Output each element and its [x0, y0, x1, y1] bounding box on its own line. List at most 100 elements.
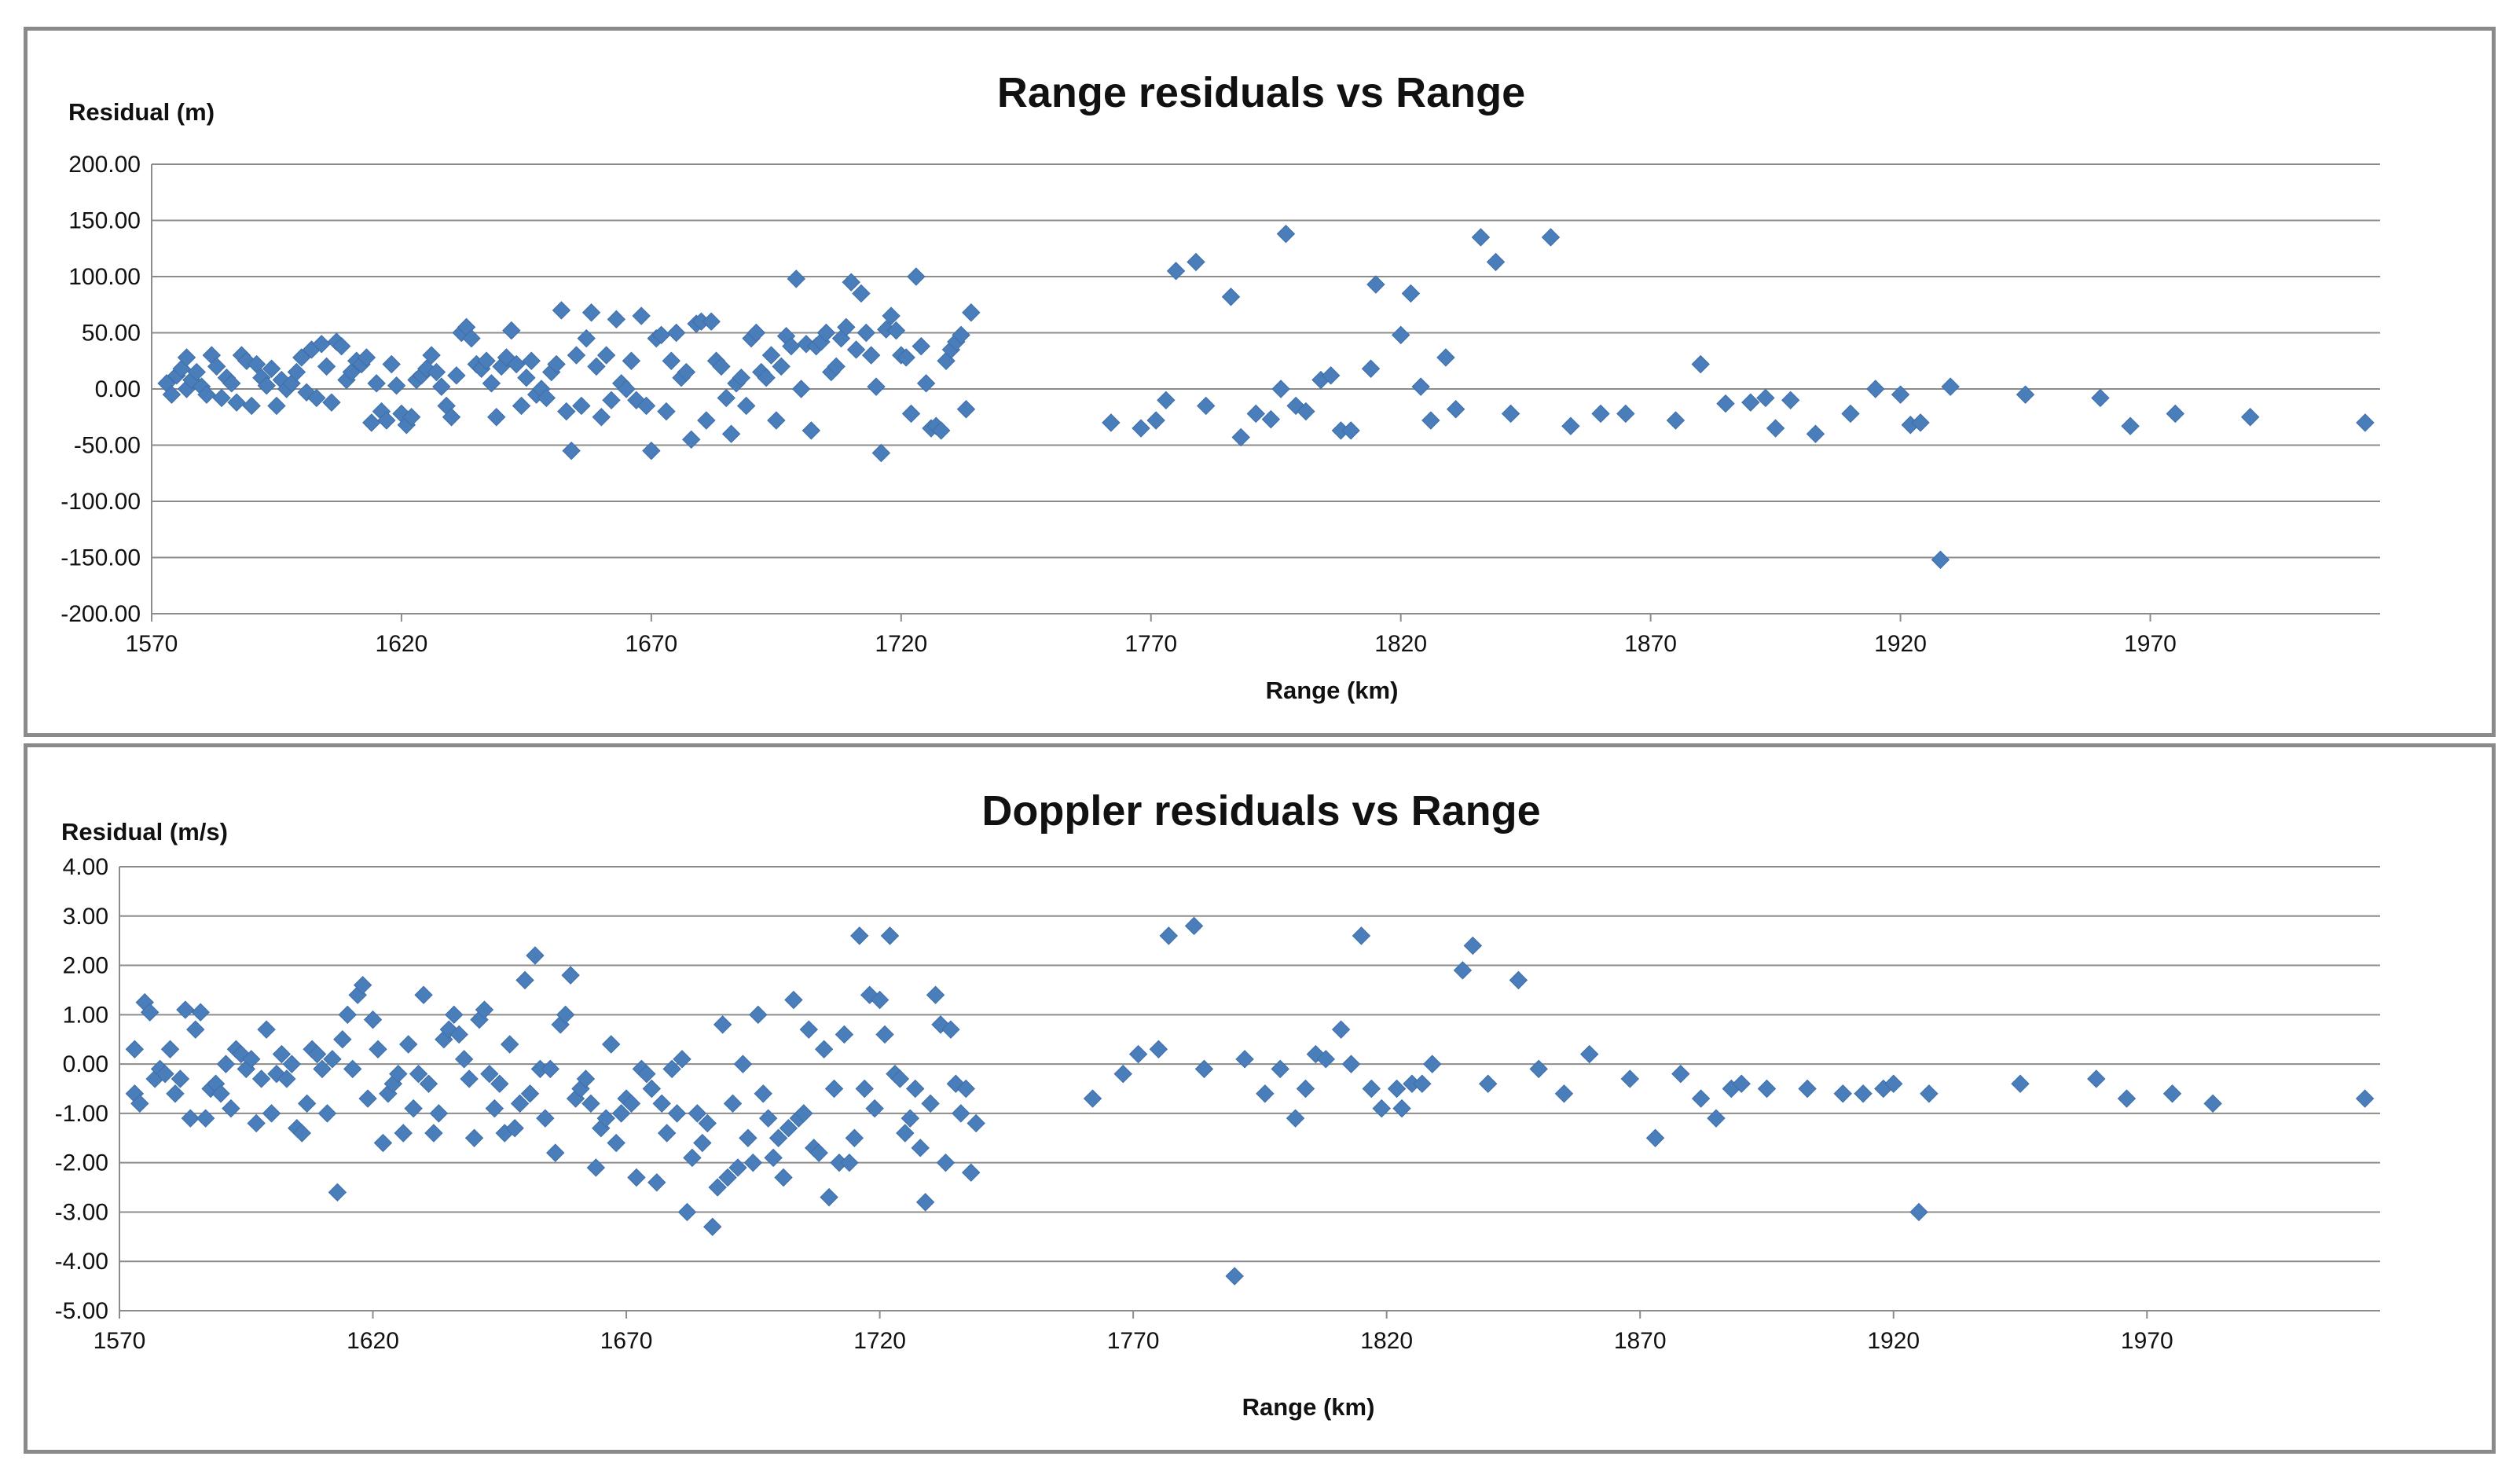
data-point	[717, 388, 735, 408]
y-tick-label: 0.00	[63, 1051, 108, 1077]
data-point	[1321, 366, 1341, 385]
x-tick-label: 1720	[853, 1328, 906, 1354]
data-point	[398, 1035, 418, 1054]
data-point	[907, 267, 926, 286]
data-point	[1579, 1044, 1599, 1064]
data-point	[647, 1173, 666, 1192]
data-point	[2240, 408, 2260, 427]
data-point	[247, 354, 266, 374]
data-point	[211, 1084, 230, 1103]
data-point	[723, 1094, 743, 1113]
range-residuals-chart-panel: Range residuals vs Range Residual (m) Ra…	[24, 27, 2496, 737]
data-point	[1486, 252, 1506, 272]
data-point	[242, 1050, 261, 1069]
data-point	[732, 368, 751, 387]
x-tick-label: 1870	[1614, 1328, 1667, 1354]
data-point	[197, 385, 216, 404]
data-point	[1707, 1109, 1726, 1128]
data-point	[1666, 411, 1686, 430]
data-point	[916, 374, 936, 393]
data-point	[768, 1128, 788, 1147]
data-point	[651, 325, 671, 345]
data-point	[1554, 1084, 1574, 1103]
data-point	[827, 357, 846, 376]
data-point	[952, 325, 970, 345]
data-point	[852, 284, 871, 303]
data-point	[442, 408, 461, 427]
data-point	[1463, 936, 1483, 956]
data-point	[667, 1104, 687, 1123]
data-point	[739, 1128, 757, 1147]
data-point	[1316, 1050, 1335, 1069]
data-point	[1331, 1020, 1351, 1039]
data-point	[414, 985, 433, 1004]
chart-title: Range residuals vs Range	[997, 69, 1525, 116]
data-point	[2162, 1084, 2182, 1103]
range-residuals-chart: Range residuals vs Range Residual (m) Ra…	[61, 69, 2380, 704]
data-point	[901, 404, 921, 424]
data-point	[1157, 391, 1176, 410]
data-point	[814, 1040, 834, 1058]
data-point	[490, 1074, 509, 1093]
data-point	[936, 1153, 956, 1172]
data-point	[2166, 404, 2184, 424]
data-point	[257, 1020, 276, 1039]
data-point	[846, 340, 866, 359]
x-tick-label: 1620	[347, 1328, 399, 1354]
data-point	[754, 1084, 772, 1103]
x-tick-label: 1820	[1360, 1328, 1413, 1354]
data-point	[272, 1044, 292, 1064]
data-point	[576, 1069, 596, 1088]
data-point	[162, 385, 182, 404]
data-point	[602, 391, 621, 410]
data-point	[377, 411, 396, 430]
data-point	[1691, 1089, 1711, 1108]
data-point	[358, 1089, 377, 1108]
data-point	[1352, 926, 1371, 945]
data-point	[262, 1104, 281, 1123]
data-point	[728, 1158, 747, 1177]
data-point	[517, 368, 536, 387]
data-point	[1446, 400, 1465, 419]
data-point	[2016, 385, 2035, 404]
data-point	[363, 1010, 383, 1029]
data-point	[581, 1094, 600, 1113]
data-point	[449, 1025, 468, 1044]
data-point	[187, 362, 206, 382]
data-point	[1362, 1079, 1381, 1099]
data-point	[761, 346, 781, 365]
data-point	[552, 301, 571, 320]
data-point	[181, 1109, 200, 1128]
data-point	[1561, 416, 1580, 435]
data-point	[1366, 275, 1385, 294]
data-point	[1146, 411, 1165, 430]
y-tick-label: -1.00	[55, 1101, 108, 1127]
data-point	[502, 321, 521, 340]
data-point	[227, 393, 246, 412]
data-point	[1616, 404, 1635, 424]
data-point	[242, 396, 261, 416]
data-point	[586, 1158, 606, 1177]
data-point	[632, 306, 651, 325]
data-point	[1766, 419, 1785, 438]
data-point	[257, 376, 276, 395]
data-point	[820, 1187, 838, 1207]
x-tick-label: 1970	[2121, 1328, 2173, 1354]
data-point	[1781, 391, 1800, 410]
data-point	[1413, 1074, 1432, 1093]
data-point	[962, 1163, 981, 1182]
x-axis-label: Range (km)	[1242, 1393, 1375, 1421]
data-point	[857, 323, 876, 343]
y-tick-label: 50.00	[82, 321, 141, 347]
data-point	[343, 1059, 362, 1079]
data-point	[587, 357, 606, 376]
y-tick-label: -4.00	[55, 1249, 108, 1275]
data-point	[842, 273, 860, 292]
data-point	[1891, 385, 1910, 404]
data-point	[1297, 402, 1315, 421]
data-point	[394, 1124, 413, 1143]
data-point	[1392, 1099, 1411, 1118]
data-point	[897, 348, 915, 367]
data-point	[1159, 926, 1178, 945]
data-point	[1806, 424, 1825, 443]
